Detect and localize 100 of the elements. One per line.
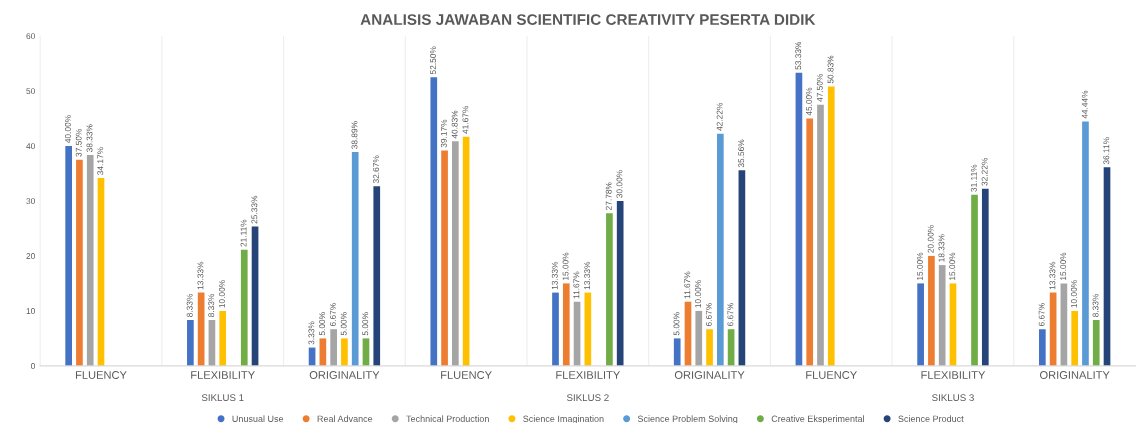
data-label: 18.33% <box>938 234 945 262</box>
data-label: 10.00% <box>219 280 225 308</box>
bar <box>706 329 713 366</box>
bar <box>351 152 359 366</box>
text: SIKLUS 2 <box>566 394 609 402</box>
bar <box>817 104 824 366</box>
data-label: 8.33% <box>208 293 215 317</box>
bar <box>1082 121 1089 366</box>
y-tick-label: 50 <box>26 88 35 95</box>
legend-label: Science Imagination <box>523 415 604 423</box>
bar <box>738 170 746 366</box>
legend-label: Technical Production <box>406 415 489 422</box>
bar <box>452 141 459 366</box>
text: SIKLUS 3 <box>932 394 974 402</box>
bar <box>373 186 381 366</box>
x-tick-label: FLUENCY <box>75 371 127 379</box>
data-label: 6.67% <box>727 303 734 327</box>
data-label: 47.50% <box>816 73 823 102</box>
legend-label: Creative Eksperimental <box>771 415 864 423</box>
bar <box>1092 320 1100 366</box>
data-label: 37.50% <box>75 128 82 157</box>
bar <box>240 249 248 366</box>
bar <box>86 155 94 366</box>
bar <box>1038 329 1046 366</box>
bar <box>695 310 703 366</box>
bar <box>441 150 448 366</box>
x-tick-label: ORIGINALITY <box>1040 371 1110 379</box>
y-tick-label: 0 <box>30 363 35 369</box>
y-tick-label: 20 <box>26 253 35 260</box>
bar <box>981 188 989 366</box>
bar <box>917 283 924 366</box>
data-label: 11.67% <box>684 271 691 299</box>
data-label: 34.17% <box>97 147 104 175</box>
chart-title: ANALISIS JAWABAN SCIENTIFIC CREATIVITY PESERTA DIDIK <box>360 14 816 25</box>
x-tick-label: FLEXIBILITY <box>556 371 621 379</box>
data-label: 20.00% <box>927 225 934 253</box>
bar <box>673 338 681 366</box>
data-label: 5.00% <box>362 312 369 336</box>
bar <box>938 265 946 366</box>
bar <box>1103 167 1111 366</box>
data-label: 52.50% <box>430 46 437 75</box>
x-tick-label: FLEXIBILITY <box>921 371 986 379</box>
data-label: 41.67% <box>462 106 469 134</box>
bar <box>616 200 624 366</box>
data-label: 32.67% <box>373 155 379 184</box>
bar <box>76 159 83 366</box>
bar <box>341 338 348 366</box>
data-label: 15.00% <box>916 252 923 280</box>
y-tick-label: 10 <box>26 308 35 315</box>
x-tick-label: FLUENCY <box>441 371 492 379</box>
data-label: 27.78% <box>605 182 612 210</box>
bar <box>552 292 559 366</box>
data-label: 5.00% <box>319 312 326 336</box>
data-label: 10.00% <box>695 280 701 308</box>
bar <box>971 194 978 366</box>
x-tick-label: FLEXIBILITY <box>191 371 255 379</box>
data-label: 53.33% <box>795 41 802 70</box>
legend-label: Real Advance <box>317 415 373 422</box>
data-label: 38.89% <box>351 121 358 149</box>
data-label: 13.33% <box>551 261 558 290</box>
x-tick-label: FLUENCY <box>806 371 857 379</box>
data-label: 13.33% <box>1049 261 1056 290</box>
data-label: 30.00% <box>616 170 623 198</box>
data-label: 5.00% <box>340 312 347 336</box>
bar <box>928 255 935 366</box>
data-label: 6.67% <box>705 303 712 327</box>
data-label: 10.00% <box>1071 280 1077 308</box>
data-label: 3.33% <box>308 321 315 345</box>
data-label: 21.11% <box>240 219 247 247</box>
data-label: 8.33% <box>186 293 193 317</box>
data-label: 25.33% <box>251 195 258 224</box>
data-label: 32.22% <box>981 157 988 186</box>
text: SIKLUS 1 <box>201 394 244 402</box>
legend-label: Science Product <box>898 415 964 422</box>
x-tick-label: ORIGINALITY <box>674 371 745 379</box>
data-label: 11.67% <box>573 271 580 299</box>
bar <box>806 118 814 366</box>
bar <box>606 213 613 366</box>
data-label: 15.00% <box>1060 252 1067 280</box>
data-label: 40.00% <box>65 115 71 143</box>
data-label: 13.33% <box>197 261 204 290</box>
data-label: 42.22% <box>716 102 723 131</box>
data-label: 50.83% <box>827 55 834 84</box>
data-label: 45.00% <box>806 87 812 116</box>
data-label: 39.17% <box>440 119 447 148</box>
legend-label: Science Problem Solving <box>637 415 738 423</box>
data-label: 5.00% <box>673 312 680 336</box>
data-label: 13.33% <box>584 261 591 290</box>
data-label: 40.83% <box>451 110 458 139</box>
data-label: 36.11% <box>1103 137 1110 165</box>
data-label: 15.00% <box>562 252 569 280</box>
bar <box>1071 310 1079 366</box>
data-label: 31.11% <box>970 164 977 192</box>
bar <box>430 77 438 366</box>
bar <box>330 329 337 366</box>
bar <box>716 133 724 366</box>
y-tick-label: 30 <box>26 198 35 205</box>
bar <box>827 86 835 366</box>
data-label: 38.33% <box>86 124 93 153</box>
x-tick-label: ORIGINALITY <box>309 371 380 379</box>
